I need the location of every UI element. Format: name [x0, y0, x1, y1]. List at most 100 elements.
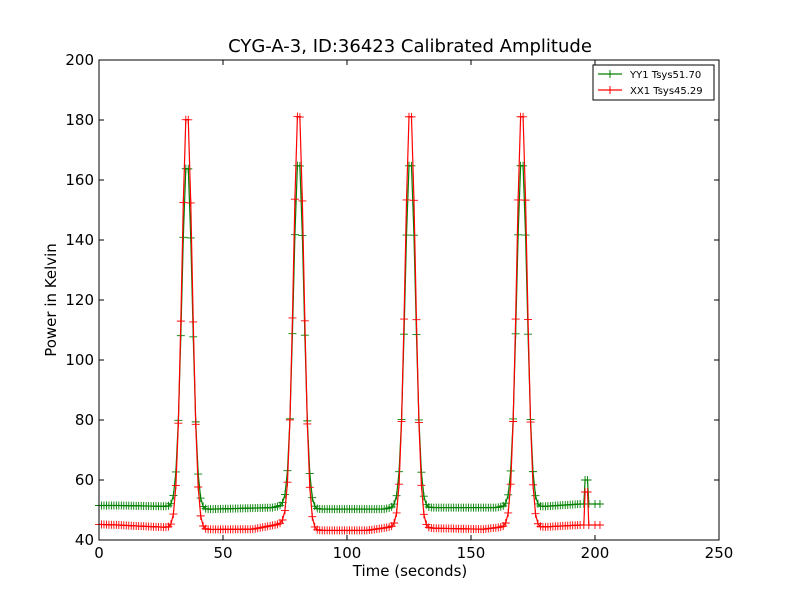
data-point-marker: [281, 506, 289, 515]
data-point-marker: [583, 488, 592, 496]
y-tick-label: 80: [75, 411, 94, 429]
data-point-marker: [417, 481, 426, 490]
data-point-marker: [300, 316, 309, 325]
data-point-marker: [184, 164, 193, 173]
data-point-marker: [531, 491, 540, 500]
data-point-marker: [501, 518, 510, 527]
data-point-marker: [169, 510, 178, 519]
data-point-marker: [419, 492, 428, 501]
data-point-marker: [409, 196, 418, 205]
data-point-marker: [521, 231, 530, 240]
data-point-marker: [305, 483, 314, 492]
data-point-marker: [407, 161, 416, 170]
x-axis-label: Time (seconds): [352, 562, 468, 580]
data-point-marker: [166, 499, 175, 508]
data-point-marker: [524, 315, 533, 324]
data-point-marker: [179, 198, 188, 207]
data-point-marker: [171, 481, 180, 490]
data-point-marker: [196, 511, 205, 520]
y-tick-label: 160: [65, 171, 94, 189]
data-point-marker: [186, 198, 195, 207]
data-point-marker: [504, 508, 513, 517]
legend-marker: [606, 70, 614, 78]
data-point-marker: [166, 520, 175, 529]
data-point-marker: [514, 230, 523, 239]
data-point-marker: [501, 499, 510, 508]
data-point-marker: [402, 195, 411, 204]
chart-title: CYG-A-3, ID:36423 Calibrated Amplitude: [228, 36, 592, 57]
data-point-marker: [526, 418, 535, 427]
legend-label: XX1 Tsys45.29: [630, 86, 703, 97]
data-point-marker: [189, 317, 198, 326]
data-point-marker: [412, 315, 421, 324]
data-point-marker: [169, 491, 178, 500]
data-point-marker: [595, 500, 604, 508]
data-point-marker: [509, 417, 518, 426]
data-point-marker: [504, 490, 513, 499]
axis-ticks: 0 50 100 150 200 250 40 60 80 100 120 140 160 180 200: [65, 51, 733, 562]
data-point-marker: [184, 115, 193, 124]
x-tick-label: 250: [705, 544, 734, 562]
y-tick-label: 100: [65, 351, 94, 369]
data-point-marker: [392, 491, 401, 500]
data-point-marker: [298, 231, 307, 240]
data-point-marker: [281, 490, 289, 499]
data-point-marker: [194, 482, 203, 491]
data-point-marker: [191, 420, 200, 429]
x-tick-label: 50: [213, 544, 232, 562]
data-point-marker: [583, 476, 592, 484]
data-point-marker: [283, 478, 292, 487]
data-point-marker: [397, 417, 406, 426]
x-tick-label: 0: [94, 544, 104, 562]
y-tick-label: 180: [65, 111, 94, 129]
data-point-marker: [519, 112, 528, 121]
data-point-marker: [290, 195, 299, 204]
data-point-marker: [390, 518, 399, 527]
data-point-marker: [531, 509, 540, 518]
data-point-marker: [392, 508, 401, 517]
data-point-marker: [196, 494, 205, 503]
data-point-marker: [400, 315, 409, 324]
data-point-marker: [295, 113, 304, 122]
x-tick-label: 200: [581, 544, 610, 562]
y-axis-label: Power in Kelvin: [42, 243, 60, 357]
y-tick-label: 40: [75, 531, 94, 549]
data-point-marker: [529, 480, 537, 489]
data-point-marker: [303, 419, 312, 428]
legend-box: [592, 64, 715, 101]
y-tick-label: 140: [65, 231, 94, 249]
data-point-marker: [595, 521, 604, 529]
data-point-marker: [521, 196, 530, 205]
x-tick-label: 150: [457, 544, 486, 562]
data-point-marker: [298, 196, 307, 205]
data-point-marker: [186, 233, 195, 242]
data-point-marker: [395, 480, 404, 489]
legend: YY1 Tsys51.70 XX1 Tsys45.29: [592, 64, 715, 101]
data-point-marker: [519, 161, 528, 170]
data-point-marker: [402, 231, 411, 240]
data-point-marker: [179, 233, 188, 242]
data-point-marker: [308, 493, 317, 502]
data-point-marker: [409, 231, 418, 240]
data-point-marker: [414, 418, 423, 427]
data-point-marker: [419, 510, 428, 519]
data-point-marker: [514, 195, 523, 204]
data-point-marker: [285, 415, 294, 424]
data-point-marker: [174, 419, 183, 428]
data-point-marker: [278, 515, 287, 524]
data-point-marker: [506, 480, 515, 489]
legend-label: YY1 Tsys51.70: [629, 70, 701, 81]
data-point-marker: [295, 161, 304, 170]
data-point-marker: [511, 315, 520, 324]
plot-area: [95, 112, 604, 535]
data-point-marker: [407, 112, 416, 121]
legend-marker: [606, 86, 614, 94]
data-point-marker: [290, 230, 299, 239]
y-tick-label: 200: [65, 51, 94, 69]
y-tick-label: 60: [75, 471, 94, 489]
y-tick-label: 120: [65, 291, 94, 309]
data-point-marker: [176, 317, 185, 326]
data-point-marker: [288, 313, 297, 322]
data-point-marker: [308, 512, 317, 521]
